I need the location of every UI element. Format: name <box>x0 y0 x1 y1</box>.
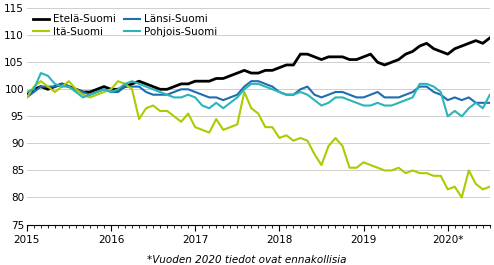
Länsi-Suomi <box>234 93 240 96</box>
Länsi-Suomi <box>59 82 65 86</box>
Etelä-Suomi <box>459 45 465 48</box>
Etelä-Suomi <box>129 82 135 86</box>
Pohjois-Suomi <box>24 90 30 94</box>
Pohjois-Suomi <box>220 107 226 110</box>
Itä-Suomi <box>38 80 44 83</box>
Länsi-Suomi <box>473 101 479 104</box>
Itä-Suomi <box>487 185 493 188</box>
Etelä-Suomi <box>374 61 380 64</box>
Text: *Vuoden 2020 tiedot ovat ennakollisia: *Vuoden 2020 tiedot ovat ennakollisia <box>147 255 347 265</box>
Legend: Etelä-Suomi, Itä-Suomi, Länsi-Suomi, Pohjois-Suomi: Etelä-Suomi, Itä-Suomi, Länsi-Suomi, Poh… <box>29 10 221 41</box>
Pohjois-Suomi <box>242 88 247 91</box>
Länsi-Suomi <box>452 96 458 99</box>
Pohjois-Suomi <box>487 93 493 96</box>
Pohjois-Suomi <box>38 72 44 75</box>
Etelä-Suomi <box>234 72 240 75</box>
Etelä-Suomi <box>94 88 100 91</box>
Pohjois-Suomi <box>459 115 465 118</box>
Line: Länsi-Suomi: Länsi-Suomi <box>27 81 490 103</box>
Itä-Suomi <box>459 196 465 199</box>
Pohjois-Suomi <box>445 115 451 118</box>
Pohjois-Suomi <box>87 93 93 96</box>
Länsi-Suomi <box>24 96 30 99</box>
Line: Etelä-Suomi: Etelä-Suomi <box>27 38 490 95</box>
Etelä-Suomi <box>24 93 30 96</box>
Länsi-Suomi <box>80 90 86 94</box>
Etelä-Suomi <box>487 36 493 39</box>
Itä-Suomi <box>87 96 93 99</box>
Itä-Suomi <box>452 185 458 188</box>
Itä-Suomi <box>24 96 30 99</box>
Itä-Suomi <box>220 128 226 131</box>
Itä-Suomi <box>242 90 247 94</box>
Itä-Suomi <box>382 169 388 172</box>
Line: Itä-Suomi: Itä-Suomi <box>27 81 490 197</box>
Pohjois-Suomi <box>382 104 388 107</box>
Etelä-Suomi <box>213 77 219 80</box>
Line: Pohjois-Suomi: Pohjois-Suomi <box>27 73 490 116</box>
Itä-Suomi <box>66 80 72 83</box>
Länsi-Suomi <box>213 96 219 99</box>
Länsi-Suomi <box>248 80 254 83</box>
Länsi-Suomi <box>487 101 493 104</box>
Pohjois-Suomi <box>66 85 72 88</box>
Länsi-Suomi <box>382 96 388 99</box>
